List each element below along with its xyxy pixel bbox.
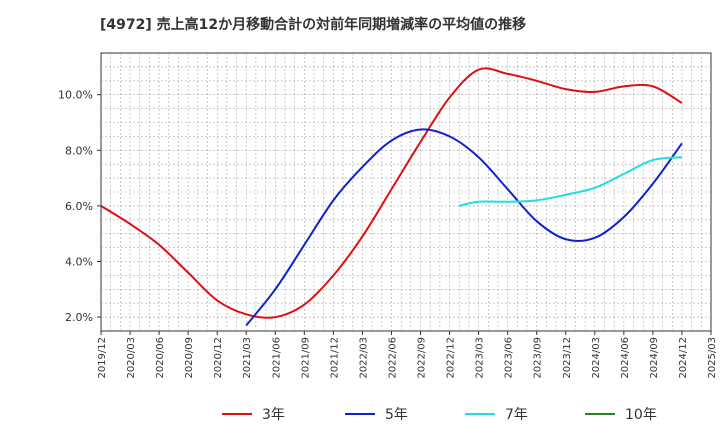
x-tick-label: 2021/09 [300,337,311,379]
legend: 3年 5年 7年 10年 [222,407,657,423]
legend-label-4: 10年 [625,407,657,423]
x-tick-label: 2024/03 [591,337,602,379]
x-tick-label: 2020/03 [126,337,137,379]
chart-title: [4972] 売上高12か月移動合計の対前年同期増減率の平均値の推移 [100,17,527,33]
legend-label-1: 3年 [262,407,285,423]
y-axis-ticks: 2.0% 4.0% 6.0% 8.0% 10.0% [58,89,101,324]
x-tick-label: 2023/12 [562,337,573,379]
x-tick-label: 2021/03 [242,337,253,379]
series-line-2 [245,128,683,327]
x-tick-label: 2019/12 [97,337,108,379]
x-tick-label: 2023/06 [504,337,515,379]
x-tick-label: 2021/06 [271,337,282,379]
legend-label-2: 5年 [385,407,408,423]
x-tick-label: 2022/09 [417,337,428,379]
series-lines [100,67,683,327]
x-tick-label: 2024/09 [649,337,660,379]
y-tick-label: 4.0% [65,256,93,269]
x-tick-label: 2023/09 [533,337,544,379]
x-tick-label: 2022/06 [387,337,398,379]
x-tick-label: 2023/03 [475,337,486,379]
x-tick-label: 2021/12 [329,337,340,379]
y-tick-label: 2.0% [65,311,93,324]
y-tick-label: 6.0% [65,200,93,213]
legend-label-3: 7年 [505,407,528,423]
x-tick-label: 2024/12 [678,337,689,379]
x-tick-label: 2020/09 [184,337,195,379]
y-tick-label: 10.0% [58,89,93,102]
x-axis-ticks: 2019/12 2020/03 2020/06 2020/09 2020/12 2021/… [97,331,718,379]
y-tick-label: 8.0% [65,144,93,157]
x-tick-label: 2020/06 [155,337,166,379]
x-tick-label: 2024/06 [620,337,631,379]
x-tick-label: 2020/12 [213,337,224,379]
x-tick-label: 2022/03 [358,337,369,379]
x-tick-label: 2025/03 [707,337,718,379]
x-tick-label: 2022/12 [446,337,457,379]
